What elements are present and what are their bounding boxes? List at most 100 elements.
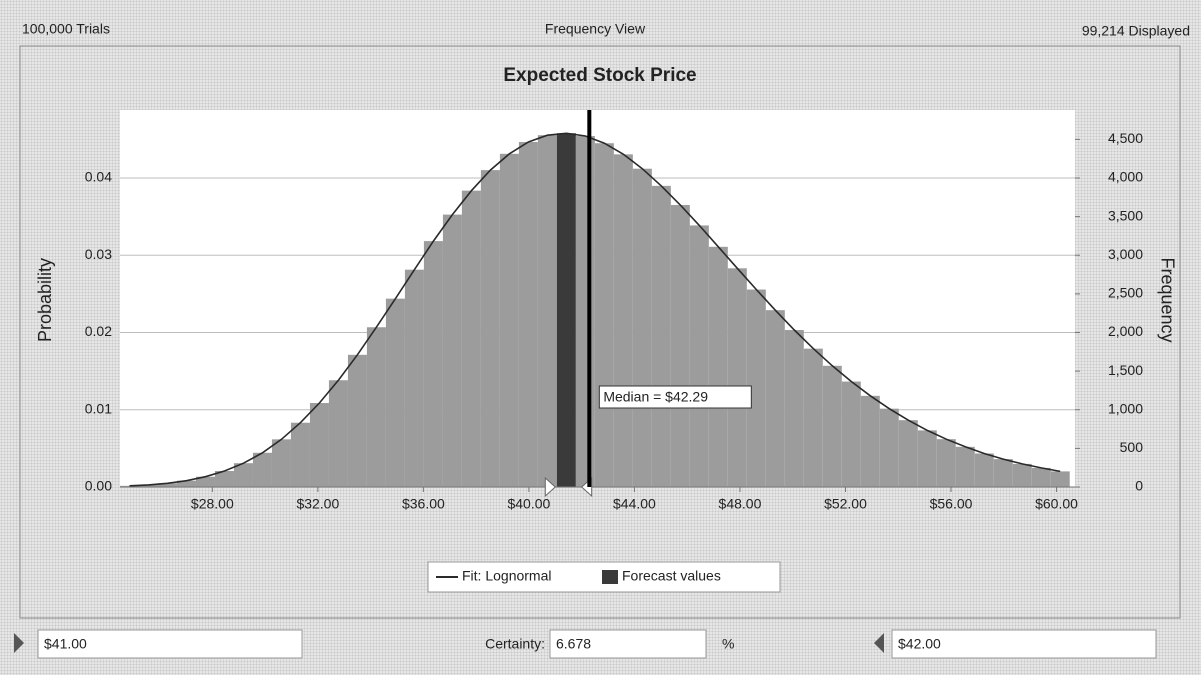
histogram-bar xyxy=(727,268,747,487)
histogram-bar xyxy=(898,420,918,487)
histogram-bar xyxy=(822,365,842,487)
histogram-bar xyxy=(423,241,443,487)
y-axis-label: Probability xyxy=(35,258,55,342)
y2-tick-label: 0 xyxy=(1135,478,1143,494)
legend-swatch xyxy=(602,570,618,584)
histogram-bar xyxy=(689,225,709,488)
x-tick-label: $44.00 xyxy=(613,496,656,512)
legend-label: Forecast values xyxy=(622,568,721,584)
x-tick-label: $48.00 xyxy=(719,496,762,512)
histogram-bar xyxy=(613,154,633,487)
upper-value[interactable]: $42.00 xyxy=(898,636,941,652)
histogram-bar xyxy=(347,354,367,487)
histogram-bar xyxy=(575,136,595,487)
histogram-bar xyxy=(708,246,728,487)
histogram-bar xyxy=(1050,471,1070,487)
histogram-bar xyxy=(746,289,766,487)
y2-tick-label: 3,000 xyxy=(1108,246,1143,262)
chart-title: Expected Stock Price xyxy=(503,65,696,86)
histogram-bar xyxy=(233,463,253,487)
histogram-bar xyxy=(784,330,804,487)
y-tick-label: 0.00 xyxy=(85,478,112,494)
x-tick-label: $56.00 xyxy=(930,496,973,512)
histogram-bar xyxy=(328,380,348,487)
histogram-bar xyxy=(556,133,576,487)
x-tick-label: $32.00 xyxy=(296,496,339,512)
histogram-bar xyxy=(461,190,481,488)
histogram-bar xyxy=(765,310,785,487)
histogram-bar xyxy=(1031,467,1051,487)
certainty-label: Certainty: xyxy=(485,636,545,652)
histogram-bar xyxy=(841,381,861,487)
y2-tick-label: 2,000 xyxy=(1108,323,1143,339)
histogram-bar xyxy=(670,205,690,488)
certainty-unit: % xyxy=(722,636,734,652)
displayed: 99,214 Displayed xyxy=(1082,23,1190,39)
y2-axis-label: Frequency xyxy=(1157,257,1177,342)
histogram-bar xyxy=(480,170,500,487)
upper-grabber-icon xyxy=(874,633,884,653)
histogram-bar xyxy=(537,135,557,488)
y2-tick-label: 2,500 xyxy=(1108,285,1143,301)
y-tick-label: 0.01 xyxy=(85,400,112,416)
median-label: Median = $42.29 xyxy=(603,389,708,405)
lower-input[interactable] xyxy=(37,629,303,659)
histogram-bar xyxy=(442,214,462,487)
histogram-bar xyxy=(955,446,975,487)
histogram-bar xyxy=(290,422,310,487)
y2-tick-label: 4,500 xyxy=(1108,130,1143,146)
x-tick-label: $60.00 xyxy=(1035,496,1078,512)
histogram-bar xyxy=(195,476,215,487)
histogram-bar xyxy=(499,153,519,487)
histogram-bar xyxy=(252,452,272,487)
certainty-input[interactable] xyxy=(549,629,707,659)
y2-tick-label: 3,500 xyxy=(1108,207,1143,223)
histogram-bar xyxy=(366,327,386,487)
y2-tick-label: 4,000 xyxy=(1108,169,1143,185)
histogram-bar xyxy=(936,439,956,487)
histogram-bar xyxy=(632,168,652,487)
certainty-value[interactable]: 6.678 xyxy=(556,636,591,652)
histogram-bar xyxy=(1012,463,1032,487)
x-tick-label: $28.00 xyxy=(191,496,234,512)
histogram-bar xyxy=(404,269,424,487)
histogram-bar xyxy=(860,395,880,487)
chart-frame xyxy=(19,45,1181,619)
histogram-bar xyxy=(594,143,614,487)
y-tick-label: 0.03 xyxy=(85,246,112,262)
trials: 100,000 Trials xyxy=(22,21,110,37)
histogram-bar xyxy=(385,298,405,487)
x-tick-label: $36.00 xyxy=(402,496,445,512)
histogram-bar xyxy=(917,430,937,487)
histogram-bar xyxy=(214,471,234,487)
x-tick-label: $52.00 xyxy=(824,496,867,512)
y2-tick-label: 1,000 xyxy=(1108,400,1143,416)
fit-curve xyxy=(129,132,1061,487)
histogram-bar xyxy=(309,403,329,487)
histogram-bar xyxy=(879,408,899,487)
histogram-bar xyxy=(120,485,139,487)
histogram-bar xyxy=(176,480,196,487)
histogram-bar xyxy=(651,185,671,487)
upper-input[interactable] xyxy=(891,629,1157,659)
median-label-box xyxy=(598,385,752,409)
histogram-bar xyxy=(974,453,994,487)
histogram-bar xyxy=(138,484,158,487)
histogram-bar xyxy=(271,439,291,487)
histogram-bar xyxy=(518,141,538,487)
histogram-bar xyxy=(803,348,823,487)
y2-tick-label: 500 xyxy=(1120,439,1144,455)
y-tick-label: 0.02 xyxy=(85,323,112,339)
x-tick-label: $40.00 xyxy=(507,496,550,512)
lower-value[interactable]: $41.00 xyxy=(44,636,87,652)
histogram-bar xyxy=(157,483,177,487)
legend-label: Fit: Lognormal xyxy=(462,568,551,584)
view-name: Frequency View xyxy=(545,21,646,37)
certainty-grabber xyxy=(544,476,557,498)
y2-tick-label: 1,500 xyxy=(1108,362,1143,378)
lower-grabber-icon xyxy=(14,633,24,653)
histogram-bar xyxy=(993,459,1013,487)
y-tick-label: 0.04 xyxy=(85,169,112,185)
